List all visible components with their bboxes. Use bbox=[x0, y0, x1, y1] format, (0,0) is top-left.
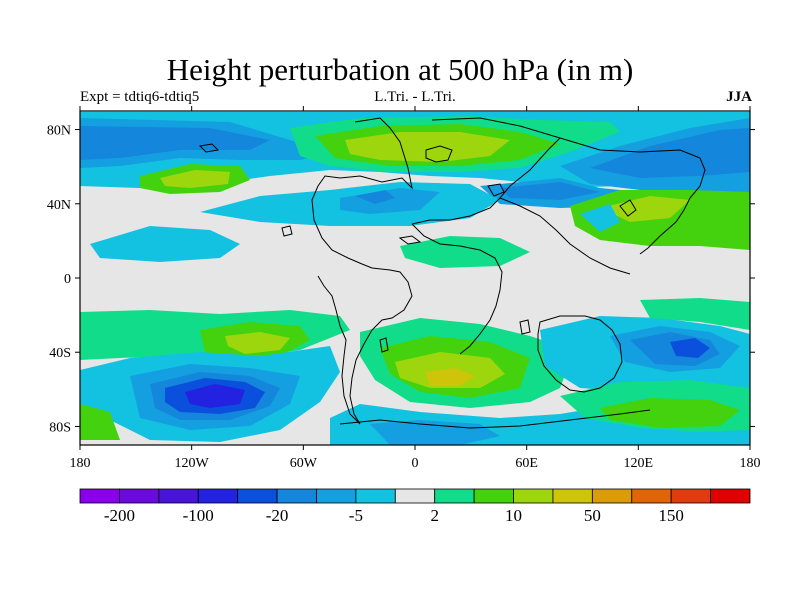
colorbar-swatch bbox=[276, 488, 317, 504]
colorbar-label: -100 bbox=[183, 506, 214, 525]
colorbar-label: 2 bbox=[430, 506, 439, 525]
contour-region bbox=[160, 170, 230, 188]
colorbar-swatch bbox=[513, 488, 554, 504]
colorbar-swatch bbox=[355, 488, 396, 504]
colorbar-label: 150 bbox=[658, 506, 684, 525]
coastline-asia-south bbox=[499, 197, 631, 275]
colorbar-label: -200 bbox=[104, 506, 135, 525]
center-label: L.Tri. - L.Tri. bbox=[374, 89, 456, 105]
contour-region bbox=[80, 404, 120, 440]
lat-tick-label: 40S bbox=[49, 346, 71, 361]
page-title: Height perturbation at 500 hPa (in m) bbox=[166, 52, 634, 87]
lon-tick-label: 60E bbox=[515, 456, 538, 471]
colorbar-label: 10 bbox=[505, 506, 522, 525]
colorbar-label: -5 bbox=[349, 506, 363, 525]
contour-region bbox=[670, 338, 710, 358]
colorbar-swatch bbox=[394, 488, 436, 504]
experiment-label: Expt = tdtiq6-tdtiq5 bbox=[80, 89, 200, 105]
contour-region bbox=[425, 368, 475, 386]
colorbar-label: -20 bbox=[266, 506, 289, 525]
island-caribbean bbox=[398, 235, 422, 245]
contour-region bbox=[370, 420, 500, 445]
contour-region bbox=[355, 190, 395, 204]
contour-region bbox=[600, 398, 740, 428]
coastline-north-america bbox=[311, 117, 413, 269]
contour-region bbox=[90, 226, 240, 262]
colorbar-swatch bbox=[158, 488, 199, 504]
colorbar-swatch bbox=[670, 488, 711, 504]
contour-region bbox=[500, 182, 600, 200]
coastline-south-america bbox=[317, 267, 413, 425]
contour-region bbox=[345, 132, 510, 162]
coastline-antarctica bbox=[339, 409, 651, 429]
island-hudson bbox=[487, 183, 505, 197]
island-nz bbox=[379, 337, 389, 353]
contour-region bbox=[600, 196, 690, 222]
lon-tick-label: 120E bbox=[624, 456, 654, 471]
lat-tick-label: 0 bbox=[64, 272, 71, 287]
colorbar-swatch bbox=[79, 488, 120, 504]
island-uk bbox=[198, 143, 220, 153]
colorbar-swatch bbox=[316, 488, 357, 504]
coastlines bbox=[198, 117, 706, 429]
colorbar-swatch bbox=[237, 488, 278, 504]
lat-tick-label: 80N bbox=[47, 124, 71, 139]
colorbar-swatch bbox=[119, 488, 160, 504]
coastline-africa bbox=[411, 223, 503, 355]
lon-tick-label: 60W bbox=[290, 456, 318, 471]
lon-tick-label: 0 bbox=[412, 456, 419, 471]
colorbar-swatch bbox=[710, 488, 751, 504]
island-japan bbox=[619, 199, 637, 217]
colorbar-label: 50 bbox=[584, 506, 601, 525]
lat-tick-label: 80S bbox=[49, 420, 71, 435]
colorbar-swatch bbox=[552, 488, 593, 504]
lon-tick-label: 180 bbox=[740, 456, 761, 471]
coastline-europe-asia bbox=[411, 117, 706, 255]
island-greenland bbox=[425, 145, 453, 163]
contour-region bbox=[225, 332, 290, 354]
island-pacific bbox=[281, 225, 293, 237]
season-label: JJA bbox=[726, 89, 752, 105]
contour-field bbox=[80, 112, 750, 445]
latitude-axis: 80N 40N 0 40S 80S bbox=[47, 124, 755, 435]
colorbar-swatch bbox=[434, 488, 475, 504]
coastline-australia bbox=[537, 315, 623, 393]
contour-region bbox=[580, 204, 620, 232]
longitude-axis: 180 120W 60W 0 60E 120E 180 bbox=[70, 106, 761, 471]
lon-tick-label: 120W bbox=[175, 456, 210, 471]
contour-region bbox=[400, 236, 530, 268]
colorbar-labels: -200 -100 -20 -5 2 10 50 150 bbox=[104, 506, 684, 525]
lon-tick-label: 180 bbox=[70, 456, 91, 471]
colorbar-swatch bbox=[473, 488, 514, 504]
contour-region bbox=[185, 384, 245, 408]
colorbar bbox=[79, 488, 751, 504]
colorbar-swatch bbox=[591, 488, 633, 504]
colorbar-swatch bbox=[631, 488, 672, 504]
lat-tick-label: 40N bbox=[47, 198, 71, 213]
contour-region bbox=[590, 128, 750, 178]
contour-region bbox=[640, 298, 750, 330]
island-madagascar bbox=[519, 319, 531, 335]
colorbar-swatch bbox=[197, 488, 239, 504]
contour-region bbox=[80, 126, 270, 160]
